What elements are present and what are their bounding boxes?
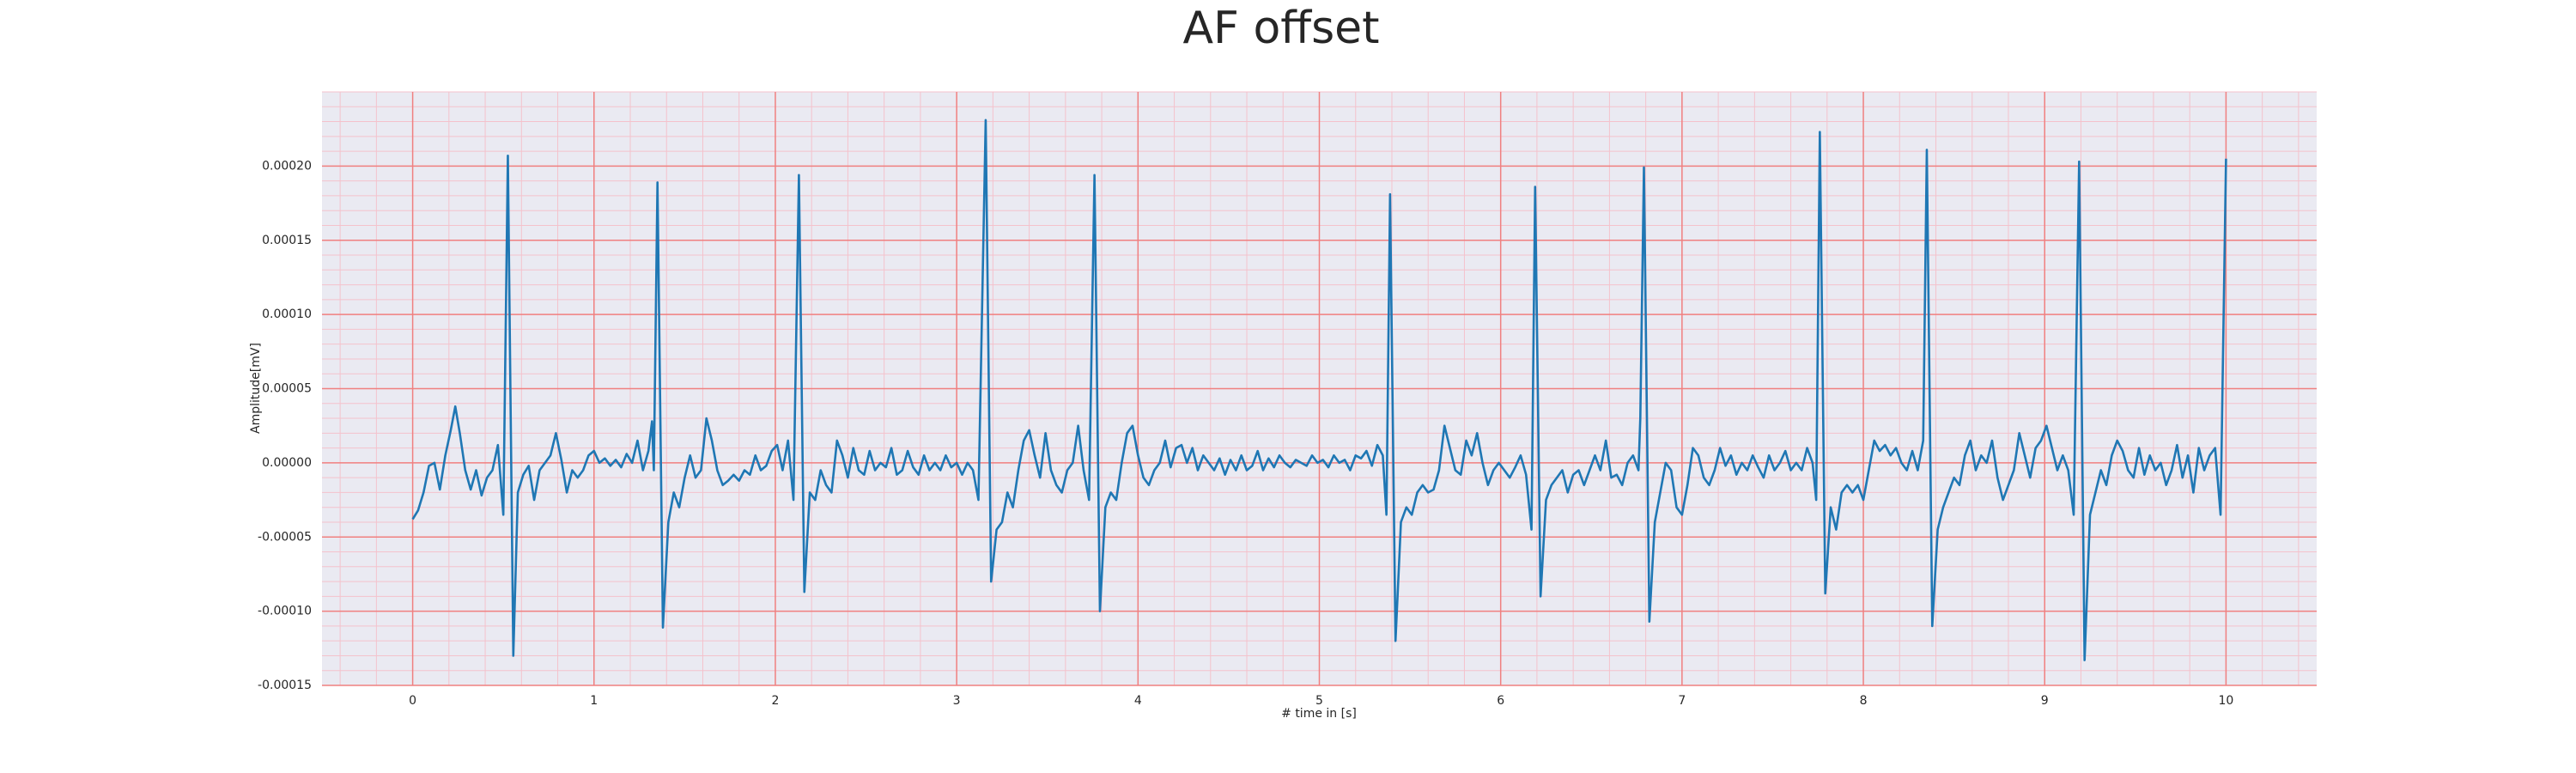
y-tick-label: -0.00015: [258, 679, 312, 692]
x-tick-label: 7: [1678, 694, 1686, 708]
signal-line: [411, 119, 2227, 661]
x-tick-label: 2: [771, 694, 779, 708]
x-tick-label: 9: [2041, 694, 2049, 708]
x-tick-label: 8: [1860, 694, 1868, 708]
y-tick-label: -0.00010: [258, 605, 312, 618]
y-axis-label: Amplitude[mV]: [249, 343, 263, 434]
x-tick-label: 5: [1315, 694, 1323, 708]
x-tick-label: 1: [590, 694, 598, 708]
x-tick-label: 10: [2218, 694, 2233, 708]
y-tick-label: -0.00005: [258, 530, 312, 544]
y-tick-label: 0.00015: [262, 234, 312, 247]
y-tick-label: 0.00020: [262, 159, 312, 173]
x-tick-label: 6: [1497, 694, 1504, 708]
y-tick-label: 0.00005: [262, 382, 312, 396]
x-tick-label: 3: [953, 694, 961, 708]
y-tick-label: 0.00000: [262, 456, 312, 470]
x-tick-label: 4: [1134, 694, 1142, 708]
y-tick-label: 0.00010: [262, 307, 312, 321]
chart-title: AF offset: [1182, 3, 1379, 54]
x-tick-label: 0: [409, 694, 416, 708]
x-axis-label: # time in [s]: [1281, 707, 1357, 721]
